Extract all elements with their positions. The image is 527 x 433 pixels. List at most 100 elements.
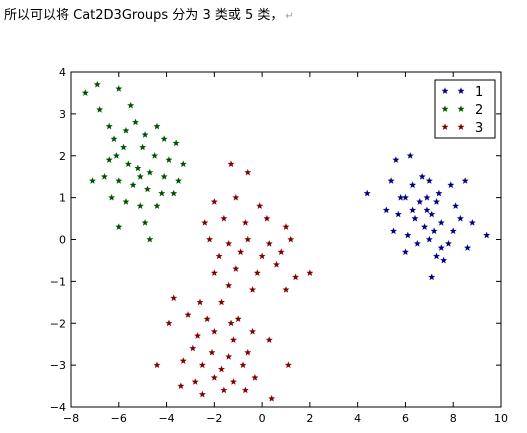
data-point-series-3 xyxy=(251,373,259,381)
data-point-series-2 xyxy=(141,131,149,138)
legend-marker-1 xyxy=(457,87,465,95)
data-point-series-2 xyxy=(105,156,113,163)
data-point-series-3 xyxy=(153,361,161,369)
legend-marker-3 xyxy=(457,123,465,131)
data-point-series-2 xyxy=(139,143,147,151)
x-tick-label: −6 xyxy=(111,412,127,425)
data-point-series-3 xyxy=(265,239,273,247)
data-point-series-2 xyxy=(136,202,144,210)
data-point-series-3 xyxy=(241,219,249,226)
x-tick-label: −4 xyxy=(158,412,174,425)
data-point-series-3 xyxy=(227,319,235,327)
data-point-series-1 xyxy=(387,177,395,184)
data-point-series-2 xyxy=(115,223,123,230)
y-tick-label: 0 xyxy=(59,234,66,247)
data-point-series-1 xyxy=(444,239,452,247)
data-point-series-1 xyxy=(437,219,445,226)
data-point-series-2 xyxy=(151,152,159,159)
y-tick-label: −1 xyxy=(50,275,66,288)
data-point-series-2 xyxy=(146,168,154,176)
data-point-series-3 xyxy=(203,315,211,323)
legend-marker-2 xyxy=(457,105,465,113)
x-tick-label: −8 xyxy=(63,412,79,425)
data-point-series-2 xyxy=(120,143,128,151)
data-point-series-3 xyxy=(249,286,257,293)
data-point-series-3 xyxy=(244,168,252,176)
data-point-series-3 xyxy=(217,298,226,306)
data-point-series-2 xyxy=(143,185,151,193)
data-point-series-3 xyxy=(227,160,235,168)
data-point-series-3 xyxy=(244,235,252,243)
data-point-series-1 xyxy=(406,152,414,159)
y-tick-label: −3 xyxy=(50,359,66,372)
data-point-series-2 xyxy=(112,152,120,159)
data-point-series-1 xyxy=(382,206,390,214)
x-tick-label: −2 xyxy=(206,412,222,425)
data-point-series-1 xyxy=(389,227,398,235)
data-point-series-3 xyxy=(263,214,271,222)
data-point-series-2 xyxy=(115,85,123,92)
data-point-series-3 xyxy=(232,265,240,272)
data-point-series-1 xyxy=(468,219,476,226)
data-point-series-1 xyxy=(456,214,464,222)
data-point-series-2 xyxy=(129,181,137,189)
data-point-series-3 xyxy=(217,365,226,373)
data-point-series-1 xyxy=(447,181,455,189)
data-point-series-3 xyxy=(249,327,257,335)
data-point-series-3 xyxy=(196,298,204,306)
data-point-series-3 xyxy=(253,269,261,277)
data-point-series-3 xyxy=(210,198,218,205)
data-point-series-2 xyxy=(81,89,89,96)
y-tick-label: 2 xyxy=(59,150,66,163)
data-point-series-3 xyxy=(256,202,264,210)
data-point-series-2 xyxy=(160,172,168,180)
data-point-series-1 xyxy=(409,181,417,189)
data-point-series-3 xyxy=(225,239,233,247)
data-point-series-3 xyxy=(241,386,249,394)
data-point-series-1 xyxy=(428,273,436,281)
data-point-series-3 xyxy=(282,223,290,230)
data-point-series-2 xyxy=(122,126,130,134)
data-point-series-3 xyxy=(272,260,280,268)
data-point-series-3 xyxy=(229,336,237,344)
data-point-series-2 xyxy=(93,80,101,88)
data-point-series-1 xyxy=(423,206,431,214)
data-point-series-3 xyxy=(234,315,242,323)
data-point-series-3 xyxy=(198,361,206,369)
data-point-series-2 xyxy=(141,219,149,226)
data-point-series-2 xyxy=(170,189,178,197)
data-point-series-1 xyxy=(363,189,371,197)
data-point-series-2 xyxy=(146,235,154,243)
data-point-series-3 xyxy=(220,386,228,394)
data-point-series-3 xyxy=(229,378,237,385)
data-point-series-1 xyxy=(401,248,409,256)
data-point-series-3 xyxy=(225,281,233,289)
data-points xyxy=(81,80,491,402)
data-point-series-1 xyxy=(435,189,443,197)
data-point-series-3 xyxy=(287,235,295,243)
data-point-series-2 xyxy=(160,135,168,143)
x-tick-label: 6 xyxy=(402,412,409,425)
data-point-series-3 xyxy=(215,252,223,260)
data-point-series-1 xyxy=(397,193,405,201)
data-point-series-3 xyxy=(225,353,233,360)
data-point-series-1 xyxy=(452,202,460,210)
data-point-series-1 xyxy=(432,252,441,260)
data-point-series-2 xyxy=(96,105,104,113)
data-point-series-3 xyxy=(179,357,187,364)
data-point-series-3 xyxy=(177,382,185,390)
data-point-series-3 xyxy=(292,273,300,281)
legend: 1 2 3 xyxy=(434,79,496,139)
data-point-series-1 xyxy=(413,239,421,247)
data-point-series-1 xyxy=(421,223,429,230)
data-point-series-2 xyxy=(153,122,161,130)
data-point-series-2 xyxy=(127,101,135,109)
data-point-series-3 xyxy=(258,252,266,260)
data-point-series-3 xyxy=(277,248,285,256)
y-tick-label: 3 xyxy=(59,108,66,121)
data-point-series-2 xyxy=(158,189,166,197)
data-point-series-3 xyxy=(284,361,292,369)
x-tick-label: 2 xyxy=(306,412,313,425)
